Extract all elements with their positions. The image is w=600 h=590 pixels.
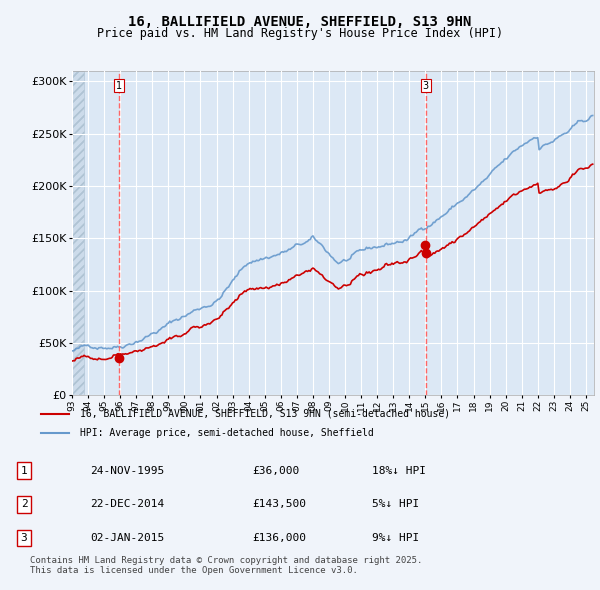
Text: 18%↓ HPI: 18%↓ HPI <box>372 466 426 476</box>
Text: Price paid vs. HM Land Registry's House Price Index (HPI): Price paid vs. HM Land Registry's House … <box>97 27 503 40</box>
Text: 2: 2 <box>20 500 28 509</box>
Text: 16, BALLIFIELD AVENUE, SHEFFIELD, S13 9HN (semi-detached house): 16, BALLIFIELD AVENUE, SHEFFIELD, S13 9H… <box>80 409 450 418</box>
Text: 1: 1 <box>20 466 28 476</box>
Text: £143,500: £143,500 <box>252 500 306 509</box>
Text: 3: 3 <box>20 533 28 543</box>
Text: 9%↓ HPI: 9%↓ HPI <box>372 533 419 543</box>
Text: 1: 1 <box>116 80 122 90</box>
Text: £36,000: £36,000 <box>252 466 299 476</box>
Text: 02-JAN-2015: 02-JAN-2015 <box>90 533 164 543</box>
Text: Contains HM Land Registry data © Crown copyright and database right 2025.
This d: Contains HM Land Registry data © Crown c… <box>30 556 422 575</box>
Text: 22-DEC-2014: 22-DEC-2014 <box>90 500 164 509</box>
Text: HPI: Average price, semi-detached house, Sheffield: HPI: Average price, semi-detached house,… <box>80 428 373 438</box>
Text: 16, BALLIFIELD AVENUE, SHEFFIELD, S13 9HN: 16, BALLIFIELD AVENUE, SHEFFIELD, S13 9H… <box>128 15 472 29</box>
Bar <box>72 71 84 395</box>
Text: 3: 3 <box>422 80 428 90</box>
Text: 5%↓ HPI: 5%↓ HPI <box>372 500 419 509</box>
Text: £136,000: £136,000 <box>252 533 306 543</box>
Bar <box>72 71 84 395</box>
Text: 24-NOV-1995: 24-NOV-1995 <box>90 466 164 476</box>
